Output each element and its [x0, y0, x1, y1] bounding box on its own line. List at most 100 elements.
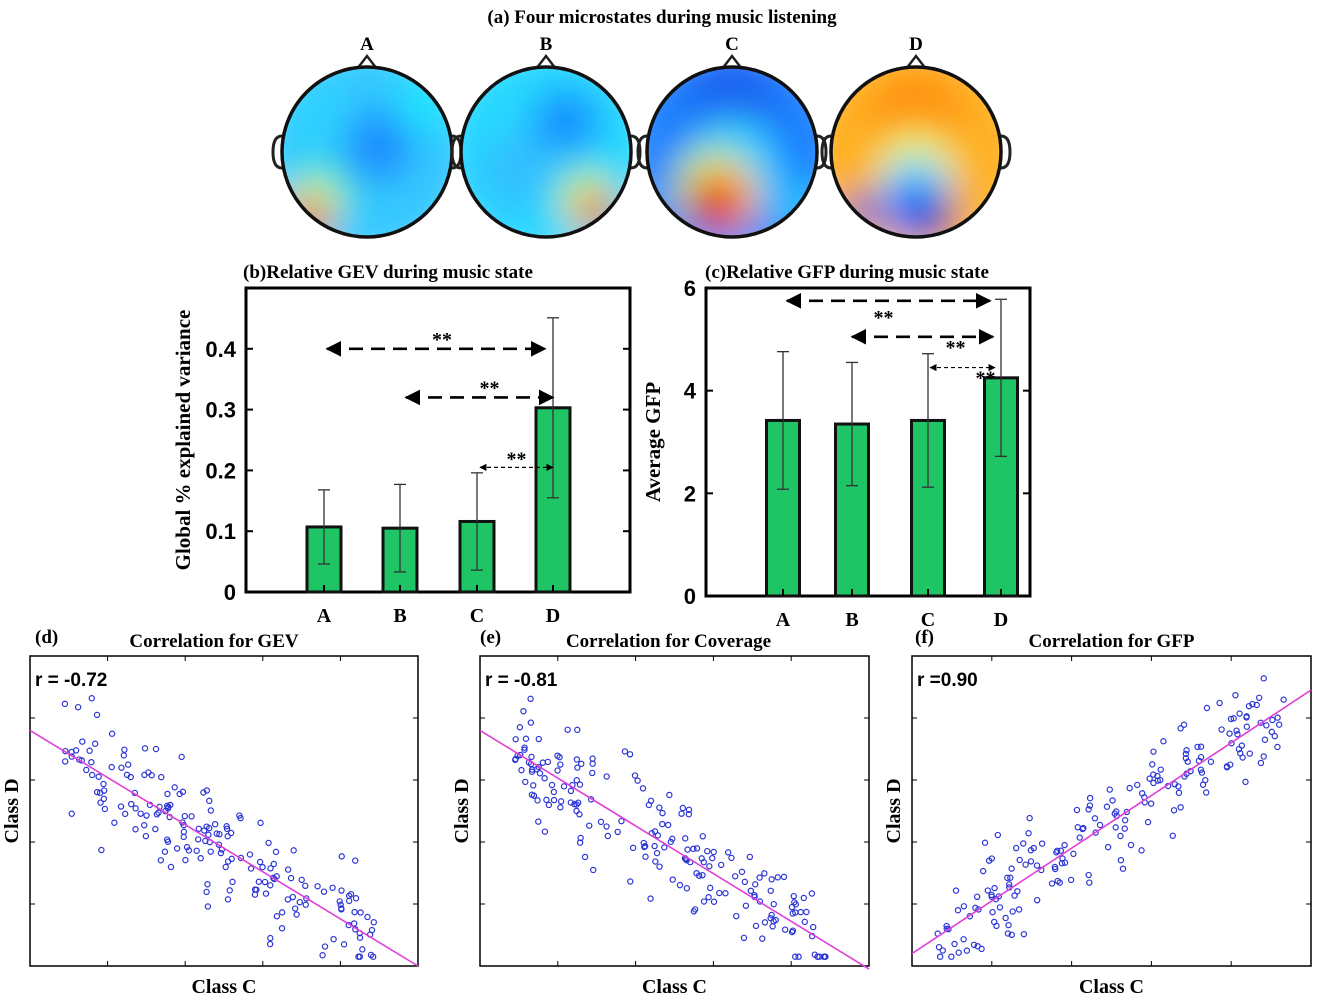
x-tick-label: A	[776, 609, 791, 631]
scatter-point	[293, 911, 300, 918]
scatter-point	[1274, 743, 1281, 751]
scatter-point	[1242, 778, 1249, 786]
scatter-point	[203, 888, 210, 896]
scatter-point	[319, 952, 326, 959]
scatter-point	[738, 868, 746, 876]
scatter-point	[733, 912, 740, 920]
scatter-point	[1067, 876, 1075, 884]
scatter-point	[1197, 766, 1205, 774]
scatter-point	[1149, 761, 1156, 768]
scatter-point	[267, 882, 274, 889]
topomap-blob	[289, 200, 329, 237]
y-axis-label: Class D	[451, 778, 473, 843]
plot-frame	[911, 655, 1312, 967]
scatter-point	[690, 845, 697, 853]
scatter-point	[120, 752, 128, 759]
scatter-point	[1022, 861, 1029, 868]
scatter-point	[974, 942, 981, 950]
scatter-point	[548, 781, 556, 789]
scatter-point	[152, 825, 159, 833]
scatter-point	[820, 953, 828, 960]
fit-line	[911, 689, 1312, 955]
scatter-point	[1027, 858, 1035, 865]
scatter-point	[970, 941, 978, 949]
scatter-point	[337, 901, 344, 908]
scatter-point	[996, 904, 1004, 911]
scatter-point	[1121, 817, 1129, 824]
scatter-point	[1147, 800, 1155, 807]
topomap-right-ear	[816, 134, 828, 170]
scatter-point	[101, 805, 109, 813]
scatter-point	[536, 770, 544, 777]
scatter-point	[1012, 844, 1020, 852]
scatter-point	[1169, 832, 1176, 839]
x-axis-label: Class C	[191, 976, 256, 998]
scatter-point	[223, 825, 231, 833]
scatter-point	[1171, 780, 1178, 788]
chart-title: (c)Relative GFP during music state	[705, 262, 989, 283]
scatter-point	[724, 849, 732, 856]
scatter-point	[512, 736, 519, 743]
scatter-point	[271, 875, 278, 883]
scatter-point	[751, 891, 758, 899]
scatter-point	[985, 857, 993, 864]
scatter-point	[141, 771, 148, 779]
scatter-point	[163, 836, 171, 843]
scatter-point	[347, 890, 355, 898]
scatter-point	[651, 842, 658, 850]
topomap-right-ear	[630, 134, 642, 170]
scatter-point	[981, 839, 989, 846]
scatter-point	[666, 791, 673, 799]
scatter-point	[529, 766, 536, 773]
scatter-point	[193, 847, 200, 854]
scatter-point	[356, 953, 364, 960]
scatter-point	[631, 772, 639, 779]
scatter-point	[557, 798, 565, 805]
y-axis-label: Class D	[1, 778, 23, 843]
scatter-point	[1015, 906, 1023, 913]
scatter-point	[706, 863, 713, 870]
scatter-point	[1117, 856, 1125, 864]
scatter-point	[669, 835, 676, 843]
scatter-point	[991, 884, 998, 892]
scatter-point	[256, 858, 264, 866]
scatter-point	[97, 799, 104, 806]
scatter-point	[253, 886, 260, 893]
chart-title: Correlation for GFP	[1028, 631, 1194, 652]
scatter-point	[1020, 930, 1028, 938]
scatter-point	[338, 887, 345, 894]
scatter-point	[217, 849, 225, 857]
scatter-point	[769, 923, 776, 930]
scatter-point	[91, 740, 99, 747]
scatter-point	[560, 783, 568, 790]
scatter-point	[291, 905, 299, 912]
topomap-b: B	[450, 34, 642, 239]
scatter-point	[1054, 877, 1061, 885]
scatter-point	[574, 799, 582, 806]
scatter-point	[1228, 740, 1235, 747]
scatter-point	[1226, 761, 1234, 768]
scatter-point	[267, 934, 274, 942]
scatter-point	[1236, 710, 1243, 717]
scatter-point	[205, 831, 212, 838]
scatter-point	[167, 863, 175, 871]
scatter-point	[740, 934, 748, 942]
topomap-field	[647, 67, 817, 237]
scatter-point	[180, 828, 188, 836]
scatter-point	[93, 788, 101, 796]
scatter-point	[589, 769, 596, 777]
topomap-left-ear	[636, 134, 648, 170]
scatter-point	[1086, 879, 1093, 886]
topomap-outline	[459, 65, 633, 239]
scatter-point	[262, 890, 270, 897]
scatter-point	[141, 745, 149, 752]
scatter-point	[1232, 692, 1239, 699]
significance-stars: **	[976, 368, 996, 390]
scatter-point	[1146, 775, 1153, 782]
scatter-point	[1059, 855, 1066, 862]
scatter-point	[261, 878, 269, 886]
scatter-point	[1269, 716, 1276, 724]
scatter-point	[574, 764, 581, 771]
scatter-point	[780, 873, 788, 881]
scatter-point	[972, 904, 979, 912]
